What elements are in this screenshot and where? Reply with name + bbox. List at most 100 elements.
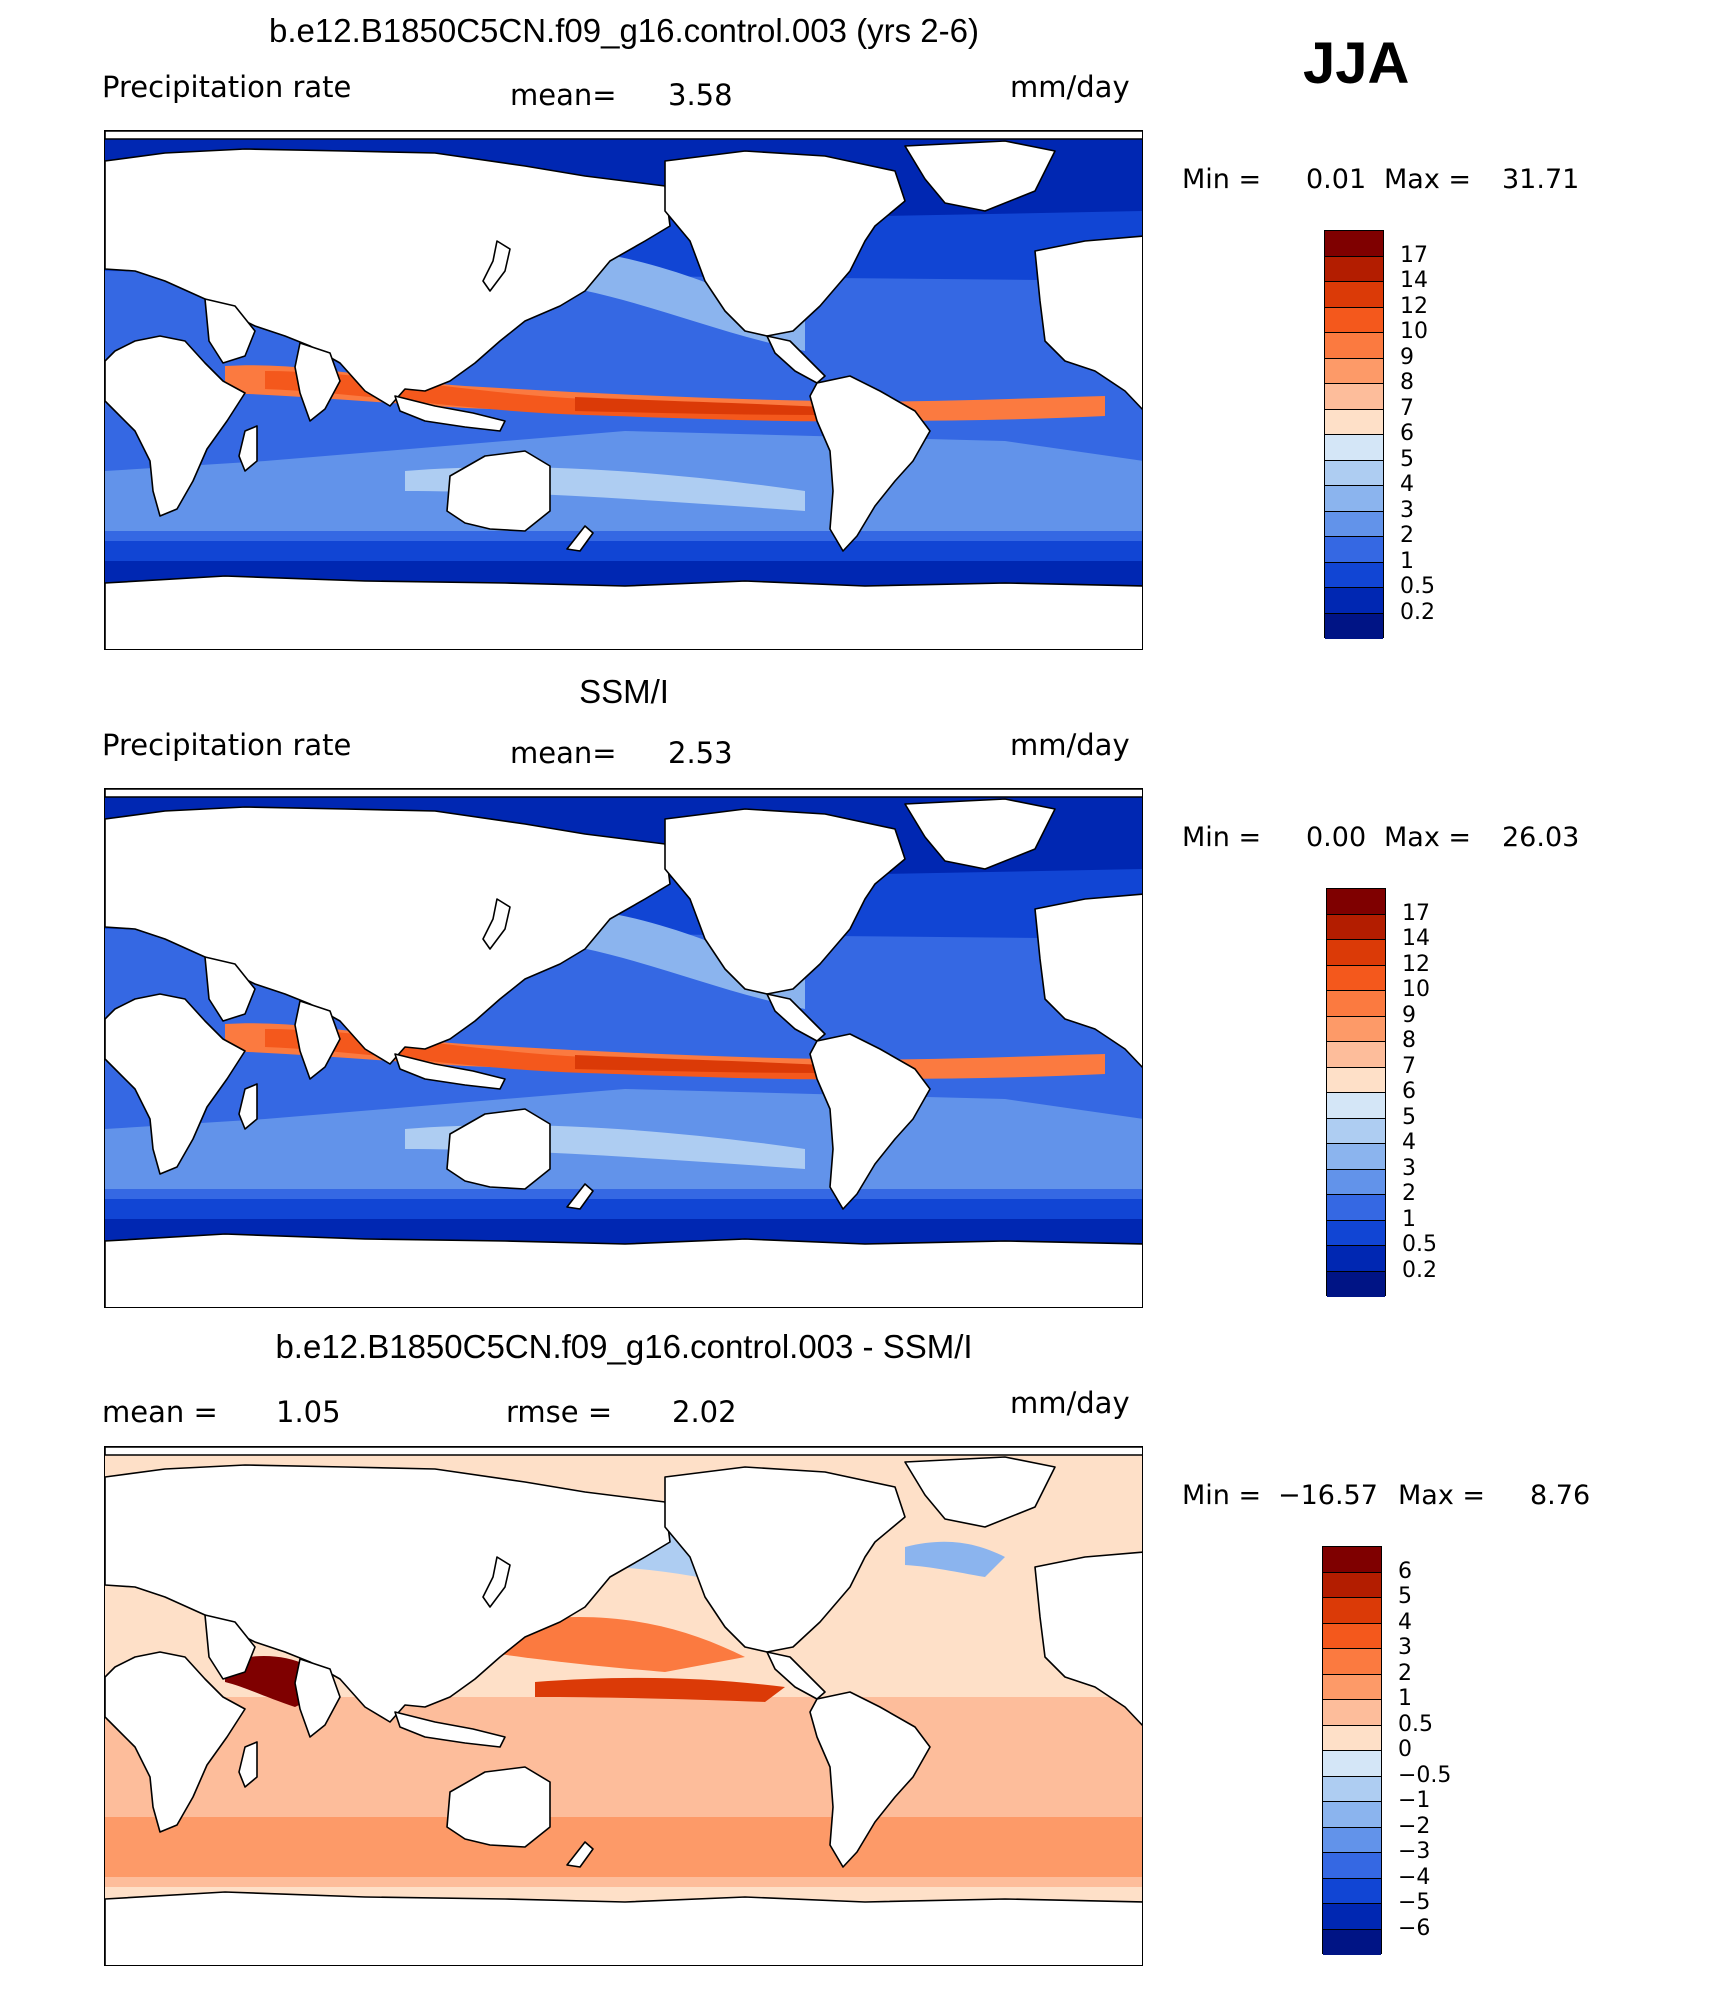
colorbar-swatch (1323, 1623, 1381, 1649)
colorbar-label: 1 (1400, 548, 1414, 574)
panel2-title: SSM/I (579, 673, 669, 710)
colorbar-label: 10 (1402, 977, 1430, 1002)
colorbar-label: 17 (1400, 242, 1428, 268)
colorbar-swatch (1325, 435, 1383, 461)
panel3-rmse-label: rmse = (506, 1395, 613, 1429)
colorbar-swatch (1327, 1271, 1385, 1297)
colorbar-label: 0 (1398, 1737, 1412, 1762)
colorbar-swatch (1325, 333, 1383, 359)
map-land-n-america (664, 1466, 906, 1653)
panel1-min-value: 0.01 (1306, 164, 1367, 195)
map-land-madagascar (238, 1741, 258, 1788)
colorbar-swatch (1325, 307, 1383, 333)
panel3-mean-value: 1.05 (276, 1395, 341, 1429)
colorbar-swatch (1325, 486, 1383, 512)
colorbar-label: 3 (1400, 497, 1414, 523)
colorbar-swatch (1327, 1169, 1385, 1195)
panel2-max-value: 26.03 (1502, 822, 1580, 853)
map-land-japan (482, 1556, 511, 1608)
colorbar-swatch (1323, 1776, 1381, 1802)
colorbar-swatch (1327, 1016, 1385, 1042)
colorbar-label: 4 (1398, 1609, 1412, 1635)
panel3-min-label: Min = (1182, 1480, 1262, 1511)
map-land-nz (566, 525, 594, 552)
map-land-arabia (204, 956, 256, 1022)
map-land-c-america (766, 1651, 826, 1700)
colorbar-swatch (1323, 1674, 1381, 1700)
map-land-w-africa (1034, 1551, 1142, 1727)
panel2-mean-label: mean= (510, 736, 617, 770)
colorbar-label: −0.5 (1398, 1762, 1452, 1788)
colorbar-swatch (1323, 1700, 1381, 1726)
colorbar-label: 6 (1402, 1079, 1416, 1104)
colorbar-label: 14 (1400, 268, 1428, 293)
colorbar-swatch (1325, 562, 1383, 588)
map-anomaly-band (535, 1677, 785, 1702)
panel1-title: b.e12.B1850C5CN.f09_g16.control.003 (yrs… (269, 12, 979, 49)
colorbar-swatch (1325, 256, 1383, 282)
map-land-arabia (204, 298, 256, 364)
map-land-nz (566, 1183, 594, 1210)
map-land-s-america (809, 375, 931, 552)
colorbar-swatch (1323, 1547, 1381, 1573)
colorbar-swatch (1323, 1878, 1381, 1904)
panel2-colorbar (1326, 888, 1386, 1297)
panel3-rmse-value: 2.02 (672, 1395, 737, 1429)
colorbar-label: 1 (1402, 1206, 1416, 1232)
colorbar-label: 8 (1402, 1028, 1416, 1053)
map-land-c-america (766, 993, 826, 1042)
colorbar-swatch (1325, 231, 1383, 257)
colorbar-label: 6 (1398, 1558, 1412, 1584)
map-land-australia (446, 1766, 551, 1848)
colorbar-label: 0.5 (1402, 1232, 1437, 1257)
colorbar-label: 9 (1400, 344, 1414, 370)
map-land-greenland (904, 140, 1056, 212)
colorbar-label: 6 (1400, 421, 1414, 446)
colorbar-swatch (1325, 511, 1383, 537)
colorbar-label: 14 (1402, 926, 1430, 951)
map-land-arabia (204, 1614, 256, 1680)
panel3-units: mm/day (1010, 1386, 1130, 1420)
colorbar-swatch (1323, 1725, 1381, 1751)
panel2-min-value: 0.00 (1306, 822, 1367, 853)
colorbar-swatch (1325, 409, 1383, 435)
map-land-japan (482, 898, 511, 950)
colorbar-swatch (1323, 1827, 1381, 1853)
map-land-arctic-top (105, 789, 1142, 798)
colorbar-swatch (1327, 1195, 1385, 1221)
panel2-map-svg (105, 789, 1142, 1307)
colorbar-swatch (1325, 460, 1383, 486)
colorbar-swatch (1327, 1246, 1385, 1272)
panel3-min-value: −16.57 (1278, 1480, 1378, 1511)
map-land-madagascar (238, 1083, 258, 1130)
colorbar-swatch (1325, 384, 1383, 410)
panel2-max-label: Max = (1384, 822, 1472, 853)
colorbar-swatch (1323, 1649, 1381, 1675)
panel1-map (104, 130, 1143, 650)
colorbar-swatch (1327, 965, 1385, 991)
map-land-antarctic (105, 1891, 1142, 1965)
panel2-variable-label: Precipitation rate (102, 728, 352, 762)
colorbar-label: −4 (1398, 1864, 1431, 1890)
map-land-india (294, 342, 341, 422)
colorbar-swatch (1323, 1751, 1381, 1777)
colorbar-swatch (1327, 914, 1385, 940)
panel1-min-label: Min = (1182, 164, 1262, 195)
panel1-map-svg (105, 131, 1142, 649)
map-field-band (485, 1617, 745, 1672)
map-itcz-band (575, 1055, 825, 1073)
colorbar-label: 3 (1398, 1635, 1412, 1660)
colorbar-label: 12 (1400, 293, 1428, 319)
panel1-mean-value: 3.58 (668, 78, 733, 112)
colorbar-swatch (1325, 588, 1383, 614)
map-land-n-america (664, 150, 906, 337)
colorbar-label: 3 (1402, 1155, 1416, 1181)
colorbar-label: 7 (1402, 1053, 1416, 1079)
colorbar-swatch (1323, 1802, 1381, 1828)
colorbar-label: −2 (1398, 1813, 1431, 1839)
colorbar-label: 0.2 (1400, 599, 1435, 625)
colorbar-swatch (1323, 1929, 1381, 1955)
panel1-colorbar (1324, 230, 1384, 639)
colorbar-label: 2 (1402, 1181, 1416, 1206)
colorbar-swatch (1327, 1042, 1385, 1068)
